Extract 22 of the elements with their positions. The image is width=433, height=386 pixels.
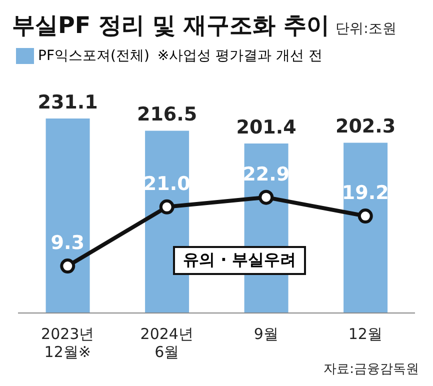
chart-title: 부실PF 정리 및 재구조화 추이 [12,12,330,41]
legend-label: PF익스포져(전체) [38,47,150,65]
x-tick-label: 9월 [254,325,278,343]
point [358,208,373,224]
data-label: 216.5 [136,104,198,126]
bar [46,118,90,313]
data-label: 231.1 [38,91,98,114]
text: 유의 · 부실우려 [173,246,306,275]
data-label: 202.3 [335,116,396,138]
data-label: 9.3 [50,232,84,254]
x-tick-label: 2023년 12월※ [41,325,94,361]
point [159,199,174,214]
data-label: 201.4 [236,116,296,138]
x-tick-label: 12월 [348,325,382,343]
chart-subtitle: 단위:조원 [336,20,396,38]
text: ※사업성 평가결과 개선 전 [157,47,323,65]
x-tick-label: 2024년 6월 [140,325,194,361]
point [60,258,76,274]
text: 자료:금융감독원 [324,361,419,378]
point [258,190,274,205]
data-label: 19.2 [342,182,389,204]
bar [344,142,388,313]
